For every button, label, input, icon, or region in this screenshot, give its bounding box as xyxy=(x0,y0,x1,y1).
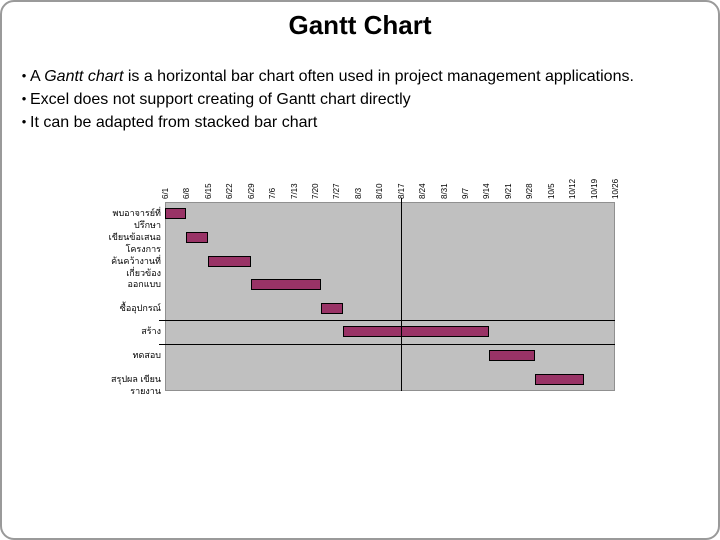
y-axis-category-label: พบอาจารย์ที่ปรึกษา xyxy=(112,208,161,231)
x-axis-tick-label: 9/14 xyxy=(482,183,492,199)
gantt-bar xyxy=(250,279,322,291)
y-axis-category-label: สรุปผล เขียนรายงาน xyxy=(111,373,161,396)
chart-plot-area xyxy=(165,202,615,391)
row-separator-line xyxy=(159,343,615,345)
gantt-bar xyxy=(342,326,490,338)
x-axis-tick-label: 8/10 xyxy=(375,183,385,199)
x-axis-tick-label: 7/13 xyxy=(289,183,299,199)
gantt-bar xyxy=(489,350,536,362)
x-axis-tick-label: 9/7 xyxy=(461,187,470,199)
y-axis-category-label: ค้นคว้างานที่เกี่ยวข้อง xyxy=(111,255,161,278)
bullet-icon: • xyxy=(21,91,27,106)
gantt-bar xyxy=(186,231,208,243)
x-axis-tick-label: 9/21 xyxy=(503,183,513,199)
y-axis-category-label: ทดสอบ xyxy=(132,350,161,361)
x-axis-tick-label: 10/5 xyxy=(546,183,556,199)
x-axis-tick-label: 6/15 xyxy=(203,183,213,199)
gantt-bar xyxy=(207,255,251,267)
x-axis-tick-label: 6/22 xyxy=(225,183,235,199)
x-axis-tick-label: 7/27 xyxy=(332,183,342,199)
gantt-bar xyxy=(321,302,343,314)
x-axis-tick-label: 6/8 xyxy=(182,187,192,199)
bullet-item: • Excel does not support creating of Gant… xyxy=(18,88,714,111)
y-axis-category-label: สร้าง xyxy=(141,326,161,337)
page-title: Gantt Chart xyxy=(288,10,432,40)
x-axis-tick-label: 10/26 xyxy=(611,178,620,199)
x-axis-tick-label: 8/17 xyxy=(396,183,406,199)
x-axis-tick-label: 8/31 xyxy=(439,183,449,199)
x-axis-tick-label: 8/24 xyxy=(418,183,428,199)
gantt-bar xyxy=(165,208,187,220)
bullet-icon: • xyxy=(21,68,27,83)
bullet-list: • A Gantt chart is a horizontal bar chart… xyxy=(18,65,714,134)
x-axis-tick-label: 7/20 xyxy=(311,183,320,199)
bullet-item: • A Gantt chart is a horizontal bar chart… xyxy=(18,65,714,88)
bullet-icon: • xyxy=(21,114,27,129)
row-separator-line xyxy=(159,320,615,322)
current-date-line xyxy=(400,198,402,391)
y-axis-category-label: ซื้ออุปกรณ์ xyxy=(119,302,161,313)
x-axis-tick-label: 10/12 xyxy=(568,178,578,199)
x-axis-tick-label: 7/6 xyxy=(268,187,278,199)
gantt-chart: 6/1 6/8 6/15 6/22 6/29 7/6 7/13 7/20 7/27 8/3 8/10… xyxy=(102,162,622,397)
x-axis-tick-label: 10/19 xyxy=(589,178,599,199)
x-axis-tick-label: 6/1 xyxy=(161,187,170,199)
y-axis-category-label: ออกแบบ xyxy=(127,279,162,290)
x-axis-tick-label: 6/29 xyxy=(246,183,256,199)
bullet-text-emphasis: Gantt chart xyxy=(44,68,124,85)
bullet-text: It can be adapted from stacked bar chart xyxy=(30,114,318,131)
bullet-text: is a horizontal bar chart often used in … xyxy=(123,68,634,85)
bullet-text: Excel does not support creating of Gantt… xyxy=(30,91,411,108)
x-axis-tick-label: 9/28 xyxy=(525,183,535,199)
bullet-item: • It can be adapted from stacked bar char… xyxy=(18,111,714,134)
y-axis-category-label: เขียนข้อเสนอโครงการ xyxy=(108,231,161,254)
x-axis-tick-label: 8/3 xyxy=(353,187,363,199)
bullet-text-pre: A xyxy=(30,68,45,85)
gantt-bar xyxy=(535,373,585,385)
